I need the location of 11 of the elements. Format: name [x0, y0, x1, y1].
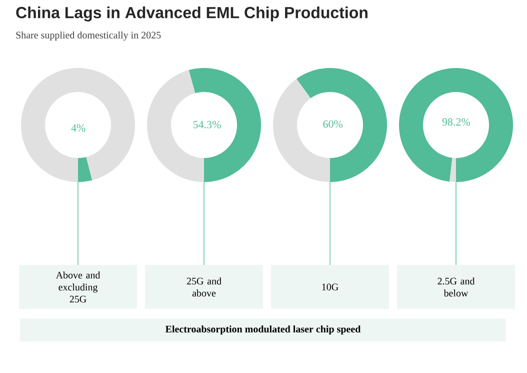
text: 25G and above [186, 277, 222, 297]
text: China Lags in Advanced EML Chip Production [16, 6, 368, 22]
text: Above and excluding 25G [56, 271, 100, 303]
data-label: 98.2% [442, 118, 470, 126]
text: Electroabsorption modulated laser chip speed [165, 325, 361, 335]
data-label: 60% [323, 120, 343, 128]
data-label: 4% [71, 124, 86, 132]
data-label: 54.3% [193, 120, 221, 128]
text: 2.5G and below [438, 277, 475, 297]
chart-subtitle: Share supplied domestically in 2025 [16, 31, 161, 41]
text: 10G [322, 284, 338, 290]
